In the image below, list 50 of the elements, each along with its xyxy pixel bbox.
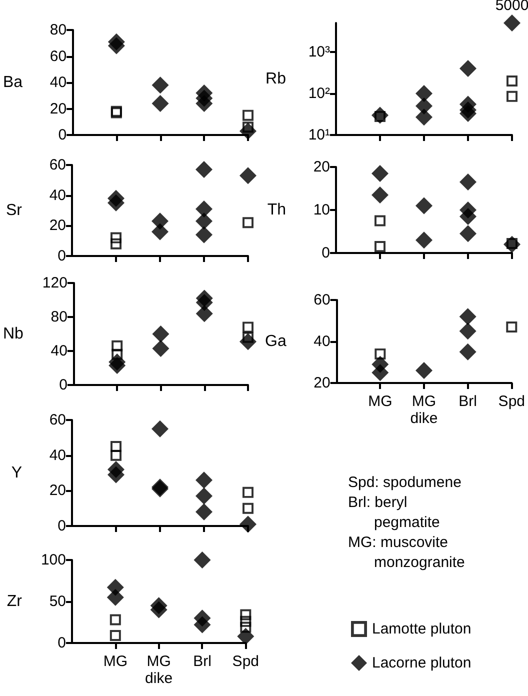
legend-label: Lamotte pluton (372, 620, 472, 638)
y-tick-label: 20 (313, 158, 330, 176)
y-axis-title: Ga (265, 333, 286, 350)
x-tick-label: Brl (458, 393, 477, 410)
y-axis-title: Ba (2, 74, 23, 91)
y-axis-title: Y (11, 464, 22, 482)
text: Brl: beryl pegmatite (348, 494, 440, 531)
y-tick-label: 0 (58, 518, 66, 534)
y-tick-label: 10 (313, 202, 330, 218)
x-tick-label: MG dike (145, 653, 173, 687)
y-axis-title: Th (267, 202, 286, 218)
y-tick-label: 50 (49, 593, 66, 610)
x-tick-label: Brl (193, 653, 212, 670)
y-tick-label: 40 (50, 74, 67, 91)
y-tick-label: 20 (50, 100, 67, 118)
y-tick-label: 80 (50, 308, 68, 326)
y-tick-label: 40 (314, 333, 330, 350)
y-tick-label: 20 (49, 482, 66, 500)
text: MG: muscovite monzogranite (348, 534, 465, 571)
y-tick-label: 20 (49, 217, 66, 234)
x-tick-label: MG (103, 653, 128, 670)
x-tick-label: Spd (498, 393, 526, 410)
y-tick-label: 10³ (308, 44, 330, 61)
y-tick-label: 120 (42, 274, 68, 292)
y-tick-label: 0 (59, 376, 68, 394)
y-tick-label: 100 (40, 552, 66, 568)
x-tick-label: MG (368, 393, 392, 410)
y-axis-title: Rb (266, 70, 286, 88)
y-tick-label: 80 (50, 22, 67, 38)
text: Spd: spodumene (348, 474, 462, 491)
y-tick-label: 10² (308, 85, 330, 102)
y-axis-title: Sr (6, 202, 23, 219)
y-axis-title: Zr (6, 593, 23, 610)
y-tick-label: 40 (50, 342, 68, 360)
legend-label: Lacorne pluton (372, 654, 472, 672)
y-tick-label: 0 (58, 634, 66, 652)
y-tick-label: 0 (58, 126, 67, 144)
y-tick-label: 60 (314, 292, 330, 308)
x-tick-label: Spd (232, 653, 260, 670)
x-tick-label: MG dike (410, 393, 438, 427)
y-tick-label: 60 (49, 412, 66, 428)
y-tick-label: 0 (322, 244, 330, 262)
y-tick-label: 40 (49, 446, 66, 464)
y-axis-title: Nb (3, 326, 24, 342)
y-tick-label: 20 (314, 374, 330, 392)
y-tick-label: 40 (49, 186, 66, 204)
y-tick-label: 60 (50, 48, 67, 65)
y-tick-label: 10¹ (308, 126, 330, 144)
y-tick-label: 60 (49, 156, 66, 174)
y-tick-label: 0 (58, 248, 66, 264)
